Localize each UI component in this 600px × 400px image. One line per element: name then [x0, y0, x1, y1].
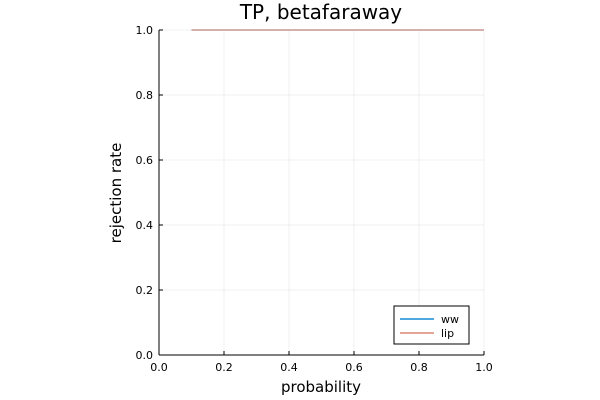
y-tick-label: 0.6 [136, 154, 154, 167]
x-tick-label: 0.6 [345, 361, 363, 374]
y-tick-label: 0.0 [136, 349, 154, 362]
legend-label-ww: ww [441, 313, 459, 326]
x-tick-label: 1.0 [475, 361, 493, 374]
legend-label-lip: lip [441, 327, 454, 340]
x-tick-label: 0.8 [410, 361, 428, 374]
y-tick-label: 0.2 [136, 284, 154, 297]
axes [158, 30, 484, 356]
y-tick-label: 1.0 [136, 24, 154, 37]
x-tick-label: 0.0 [150, 361, 168, 374]
x-axis-label: probability [281, 378, 361, 396]
y-tick-label: 0.8 [136, 89, 154, 102]
x-tick-label: 0.4 [280, 361, 298, 374]
chart-title: TP, betafaraway [239, 0, 402, 24]
y-axis-label: rejection rate [107, 143, 125, 244]
legend-box [393, 305, 470, 345]
ticks: 0.0 0.2 0.4 0.6 0.8 1.0 0.0 0.2 0.4 0.6 0.8 1.0 [136, 24, 493, 374]
y-tick-label: 0.4 [136, 219, 154, 232]
x-tick-label: 0.2 [215, 361, 233, 374]
